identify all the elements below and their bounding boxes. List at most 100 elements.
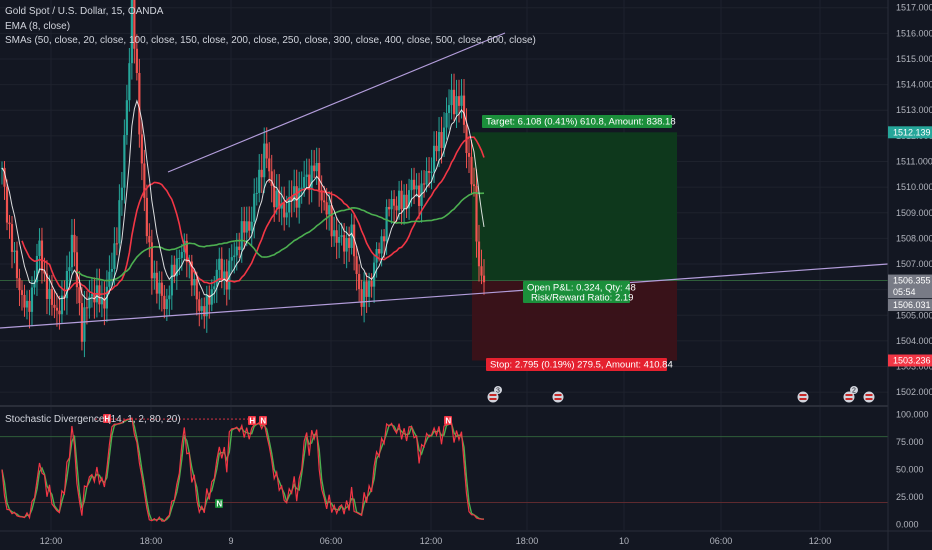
candle-body xyxy=(397,190,401,211)
candle-body xyxy=(130,0,133,64)
price-tick-label: 1504.000 xyxy=(896,336,932,346)
candle-body xyxy=(293,186,296,201)
candle-body xyxy=(455,96,458,115)
candle-body xyxy=(70,234,74,268)
candle-body xyxy=(460,95,463,106)
candle-body xyxy=(260,169,263,178)
candle-body xyxy=(113,243,116,269)
grid xyxy=(0,0,888,530)
candle-body xyxy=(8,222,11,225)
candle-body xyxy=(330,205,333,237)
candle-body xyxy=(55,307,59,311)
candle-body xyxy=(148,236,151,243)
ema-line xyxy=(1,99,485,301)
candle-body xyxy=(392,198,396,206)
divergence-marker: N xyxy=(444,416,452,426)
candle-body xyxy=(143,163,146,198)
candle-body xyxy=(20,290,24,295)
marker-bg xyxy=(215,499,223,508)
divergence-marker: H xyxy=(248,416,256,426)
badge-count: 3 xyxy=(496,388,500,395)
candle-body xyxy=(445,113,448,128)
candle-body xyxy=(195,279,198,300)
candle-body xyxy=(175,258,178,277)
position-zones[interactable] xyxy=(0,132,888,361)
candle-body xyxy=(253,193,256,222)
candle-body xyxy=(65,270,69,299)
candle-body xyxy=(343,235,346,252)
time-axis[interactable]: 12:00 18:00 9 06:00 12:00 18:00 10 06:00 12:00 xyxy=(0,530,932,546)
time-tick-label: 18:00 xyxy=(516,536,539,546)
symbol-title[interactable]: Gold Spot / U.S. Dollar, 15, OANDA xyxy=(5,6,164,17)
candle-body xyxy=(10,224,14,252)
candle-body xyxy=(133,0,136,49)
price-tick-label: 1513.000 xyxy=(896,105,932,115)
candle-body xyxy=(395,205,398,211)
ema-legend[interactable]: EMA (8, close) xyxy=(5,21,71,32)
stoch-legend[interactable]: Stochastic Divergence (14, 1, 2, 80, 20) xyxy=(5,414,181,425)
candle-body xyxy=(140,134,143,164)
price-tag-bg xyxy=(888,274,932,287)
candle-body xyxy=(28,300,31,312)
candle-body xyxy=(153,272,156,279)
candle-body xyxy=(290,196,293,201)
price-tag: 05:54 xyxy=(888,286,932,299)
badge-count-bg xyxy=(494,386,502,394)
candle-body xyxy=(412,179,416,190)
flag-stripe xyxy=(865,394,873,396)
candle-body xyxy=(425,171,428,185)
candle-body xyxy=(452,89,456,115)
candle-body xyxy=(250,221,253,231)
candle-body xyxy=(303,176,306,188)
stop-label: Stop: 2.795 (0.19%) 279.5, Amount: 410.8… xyxy=(486,358,673,371)
candle-body xyxy=(233,255,236,258)
candle-body xyxy=(273,185,276,208)
time-tick-label: 10 xyxy=(619,536,629,546)
candle-body xyxy=(288,196,291,213)
trendlines[interactable] xyxy=(0,32,889,329)
candle-body xyxy=(325,202,328,215)
candle-body xyxy=(410,179,413,191)
candle-body xyxy=(300,187,303,189)
candle-body xyxy=(30,287,34,312)
price-tag: 1503.236 xyxy=(888,354,932,367)
candle-body xyxy=(58,310,61,315)
candle-body xyxy=(170,264,173,296)
target-label-text: Target: 6.108 (0.41%) 610.8, Amount: 838… xyxy=(486,117,676,128)
candle-body xyxy=(318,162,321,191)
candle-body xyxy=(435,145,438,152)
price-tick-label: 1505.000 xyxy=(896,310,932,320)
candle-body xyxy=(43,270,46,274)
flag-icon xyxy=(796,390,810,404)
candle-body xyxy=(353,224,356,257)
candle-body xyxy=(13,250,16,252)
sma-green-line xyxy=(76,191,485,282)
sma-legend[interactable]: SMAs (50, close, 20, close, 100, close, … xyxy=(5,35,536,46)
event-badge: 3 xyxy=(486,386,502,404)
candle-body xyxy=(363,281,366,307)
candle-body xyxy=(368,280,371,297)
candle-body xyxy=(115,243,118,245)
time-tick-label: 12:00 xyxy=(420,536,443,546)
price-tag-label: 05:54 xyxy=(893,287,916,297)
candle-body xyxy=(422,183,426,185)
flag-icon xyxy=(551,390,565,404)
candle-body xyxy=(440,132,443,148)
candle-body xyxy=(280,203,283,209)
candle-body xyxy=(295,186,298,208)
divergence-marker: N xyxy=(215,499,223,509)
time-tick-label: 9 xyxy=(228,536,233,546)
candle-body xyxy=(323,200,326,203)
price-tick-label: 1516.000 xyxy=(896,28,932,38)
candle-body xyxy=(432,145,436,172)
candle-body xyxy=(278,190,281,209)
time-tick-label: 12:00 xyxy=(40,536,63,546)
marker-label: H xyxy=(104,415,110,424)
badge-count: 2 xyxy=(852,388,856,395)
price-tick-label: 1515.000 xyxy=(896,54,932,64)
price-axis[interactable]: 1517.000 1516.000 1515.000 1514.000 1513.000… xyxy=(887,0,932,550)
candle-body xyxy=(400,190,403,209)
stoch-tick-label: 0.000 xyxy=(896,520,919,530)
